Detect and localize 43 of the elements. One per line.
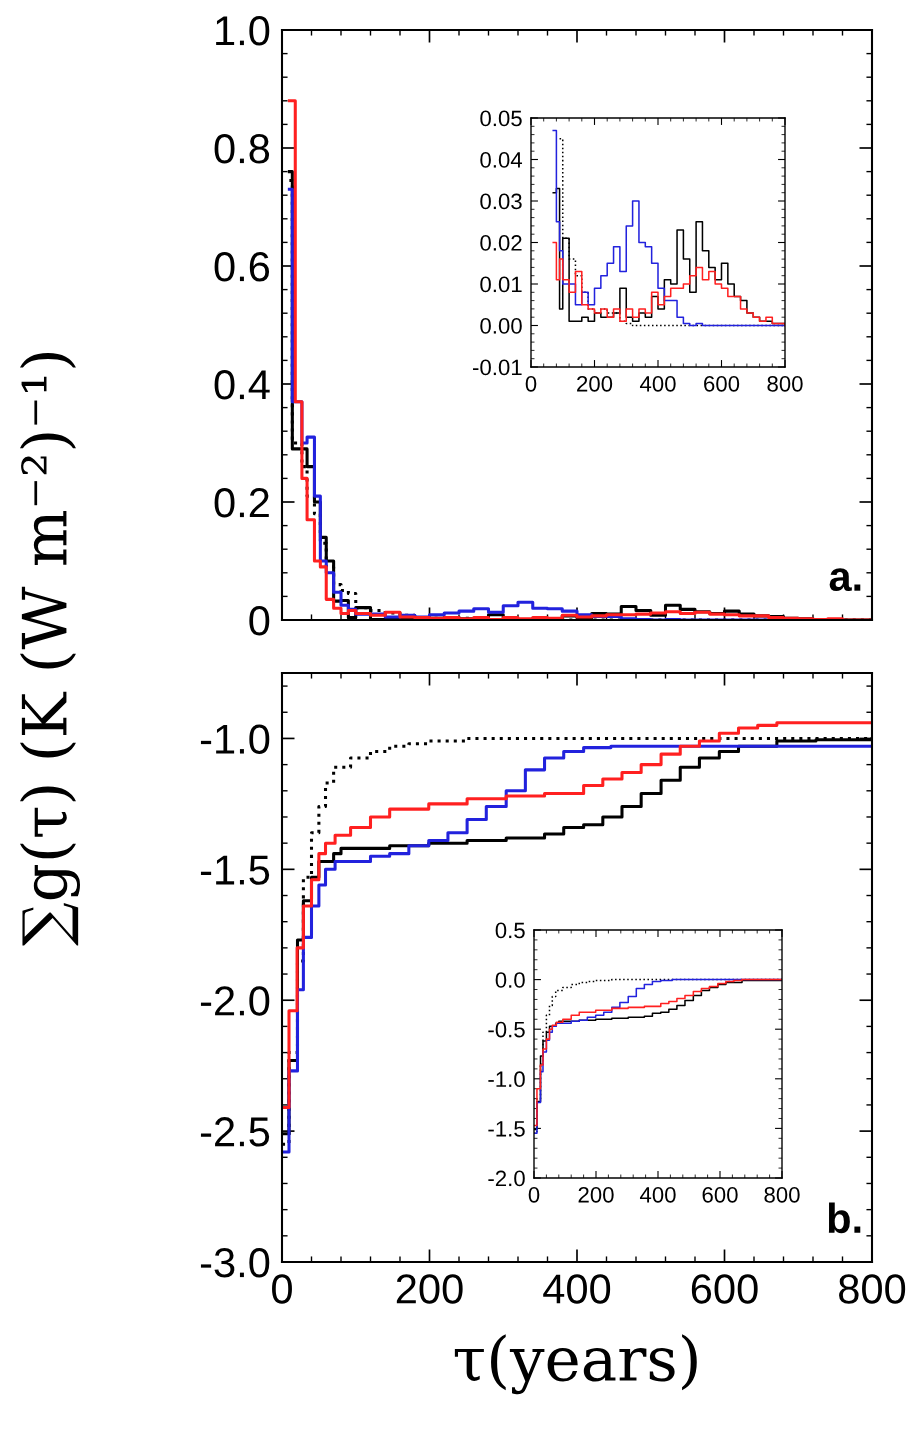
y-tick-label: 0.2 (214, 488, 269, 518)
x-tick-label: 200 (396, 1274, 463, 1304)
x-tick-label: 600 (691, 1274, 758, 1304)
x-tick-label: 400 (543, 1274, 611, 1304)
y-tick-label: 0.00 (480, 318, 522, 334)
x-tick-label: 0 (528, 1186, 540, 1203)
x-tick-label: 400 (639, 375, 676, 392)
y-tick-label: 0.03 (480, 193, 522, 210)
x-tick-label: 0 (525, 375, 537, 392)
y-tick-label: 0.4 (214, 370, 270, 400)
x-tick-label: 800 (767, 375, 803, 392)
x-tick-label: 800 (839, 1274, 906, 1304)
x-axis-title: τ(years) (454, 1334, 697, 1395)
y-tick-label: 0 (249, 606, 270, 636)
y-tick-label: -2.0 (200, 986, 270, 1016)
y-tick-label: 0.04 (480, 152, 523, 168)
x-tick-label: 800 (764, 1186, 800, 1203)
y-tick-label: -1.5 (488, 1121, 525, 1137)
y-tick-label: -1.5 (200, 855, 270, 885)
y-tick-label: -1.0 (488, 1071, 525, 1088)
x-tick-label: 600 (702, 1186, 738, 1203)
x-tick-label: 200 (578, 1186, 614, 1203)
y-tick-label: 1.0 (216, 16, 270, 46)
y-tick-label: 0.6 (214, 252, 270, 282)
y-tick-label: 0.8 (214, 134, 270, 164)
y-tick-label: 0.02 (480, 235, 522, 251)
annotation: a. (829, 568, 861, 592)
y-tick-label: -0.01 (473, 359, 522, 376)
y-tick-label: 0.01 (480, 276, 522, 293)
x-tick-label: 600 (704, 375, 740, 392)
y-axis-title: ∑g(τ) (K (W m⁻²)⁻¹) (19, 352, 80, 946)
y-tick-label: 0.5 (495, 922, 525, 939)
x-tick-label: 200 (577, 375, 613, 392)
y-tick-label: -2.5 (200, 1117, 270, 1147)
y-tick-label: 0.0 (495, 972, 525, 988)
y-tick-label: -3.0 (200, 1248, 270, 1278)
y-tick-label: -2.0 (488, 1170, 525, 1187)
x-tick-label: 400 (639, 1186, 676, 1203)
y-tick-label: -0.5 (488, 1021, 525, 1038)
annotation: b. (828, 1202, 861, 1234)
x-tick-label: 0 (272, 1274, 292, 1304)
y-tick-label: 0.05 (480, 110, 522, 127)
y-tick-label: -1.0 (200, 724, 270, 754)
